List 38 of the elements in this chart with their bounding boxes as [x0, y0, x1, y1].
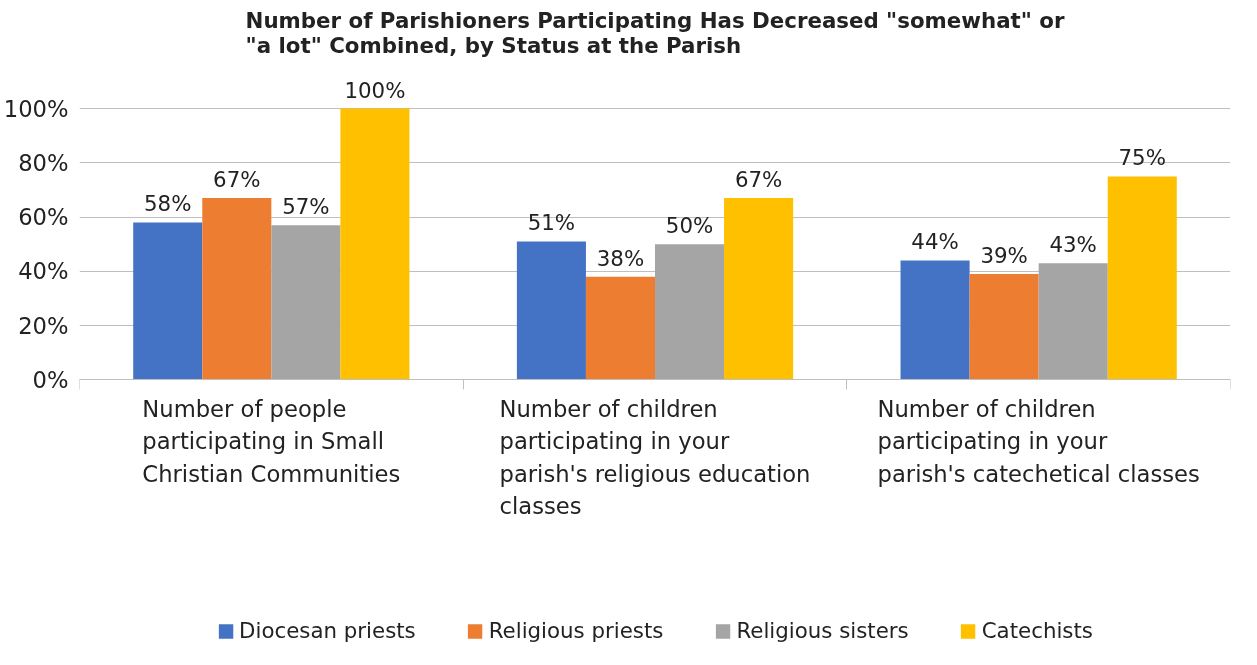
legend-label: Catechists — [981, 618, 1093, 643]
data-label: 38% — [596, 245, 645, 271]
data-label: 67% — [734, 167, 783, 193]
y-tick-label: 60% — [18, 204, 69, 231]
bar — [969, 274, 1039, 380]
bar — [1038, 263, 1108, 380]
bar — [271, 225, 341, 380]
bar — [202, 198, 272, 380]
x-tick-label: Number of children participating in your parish's religious education classes — [499, 395, 811, 520]
data-label: 58% — [144, 191, 192, 217]
data-label: 57% — [282, 194, 330, 220]
data-label: 39% — [980, 243, 1028, 269]
data-label: 75% — [1118, 145, 1166, 171]
data-label: 44% — [911, 229, 959, 255]
x-tick-label: Number of children participating in your parish's catechetical classes — [877, 395, 1200, 487]
data-label: 51% — [527, 210, 576, 236]
bar — [900, 260, 970, 380]
bar — [516, 241, 586, 380]
legend-label: Diocesan priests — [239, 618, 416, 643]
data-label: 100% — [344, 77, 406, 103]
y-tick-label: 0% — [32, 366, 69, 393]
y-tick-label: 40% — [18, 258, 69, 285]
bar — [340, 108, 410, 380]
y-tick-label: 80% — [18, 149, 69, 176]
bar — [133, 222, 203, 380]
y-tick-label: 100% — [3, 95, 69, 122]
data-label: 50% — [665, 213, 714, 239]
chart-title: Number of Parishioners Participating Has Decreased "somewhat" or "a lot" Combined, by Status at the Parish — [245, 7, 1065, 58]
x-tick-label: Number of people participating in Small Christian Communities — [142, 395, 401, 487]
data-label: 67% — [213, 167, 261, 193]
bar — [724, 198, 794, 380]
bar — [655, 244, 725, 380]
bar — [585, 276, 655, 380]
legend-label: Religious priests — [488, 618, 664, 643]
legend-label: Religious sisters — [736, 618, 909, 643]
bar — [1107, 176, 1177, 380]
data-label: 43% — [1049, 232, 1097, 258]
y-tick-label: 20% — [18, 312, 69, 339]
